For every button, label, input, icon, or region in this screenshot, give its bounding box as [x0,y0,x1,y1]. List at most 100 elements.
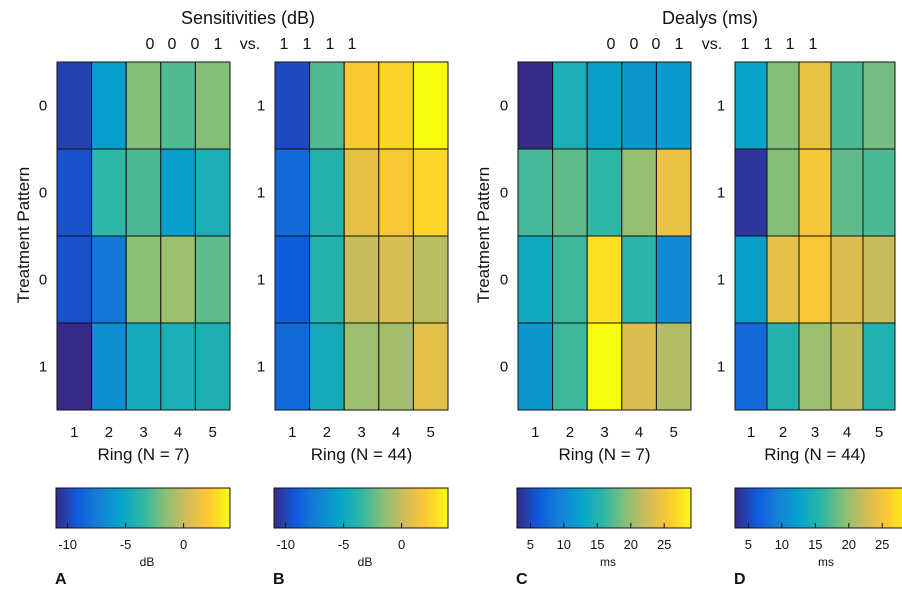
heatmap-cell [798,322,832,411]
heatmap-cell [621,235,657,324]
plot-frame [734,61,896,411]
heatmap-cell [274,322,311,411]
heatmap-cell [125,322,162,411]
colorbar-unit-label: ms [818,555,834,569]
colorbar-tick-label: 20 [842,537,856,552]
heatmap-cell [194,148,231,237]
pattern-right-0: 1 [741,36,750,53]
colorbar-tick-label: -5 [338,537,350,552]
heatmap-cell [517,235,554,324]
heatmap-cell [766,61,800,150]
x-tick-label: 5 [209,424,217,441]
heatmap-cell [309,61,345,150]
heatmap-cell [798,235,832,324]
colorbar-tick-label: 25 [657,537,671,552]
y-tick-label: 1 [717,185,725,202]
heatmap-cell [517,61,554,150]
heatmap-cell [309,148,345,237]
heatmap-panel-c: 0 0 0 0 1 2 3 4 5 Ring (N = 7) 5 10 15 20 25 ms C [500,61,692,588]
heatmap-cell [798,61,832,150]
heatmap-cell [734,235,768,324]
y-tick-label: 1 [39,359,47,376]
heatmap-panel-d: 1 1 1 1 1 2 3 4 5 Ring (N = 44) 5 10 15 20 25 ms D [717,61,902,588]
heatmap-cell [378,322,414,411]
y-tick-label: 0 [500,185,508,202]
heatmap-cell [830,322,864,411]
x-tick-label: 1 [70,424,78,441]
pattern-left-2: 0 [652,36,661,53]
heatmap-cell [309,235,345,324]
colorbar-tick-label: 10 [775,537,789,552]
heatmap-cell [552,322,588,411]
heatmap-cell [517,148,554,237]
heatmap-cell [125,235,162,324]
colorbar-tick-label: 0 [180,537,187,552]
heatmap-cell [586,235,623,324]
heatmap-cell [56,61,93,150]
colorbar-tick-label: 5 [745,537,752,552]
heatmap-cell [734,148,768,237]
pattern-right-3: 1 [348,36,357,53]
colorbar [55,487,231,529]
colorbar-tick-label: 25 [875,537,889,552]
heatmap-cell [160,148,196,237]
heatmap-cell [378,148,414,237]
heatmap-cell [552,61,588,150]
y-tick-label: 1 [717,98,725,115]
colorbar-tick-label: 20 [624,537,638,552]
colorbar [516,487,692,529]
heatmap-cell [862,61,896,150]
pattern-right-1: 1 [303,36,312,53]
heatmap-cell [125,148,162,237]
pattern-right-2: 1 [326,36,335,53]
x-tick-label: 3 [357,424,365,441]
x-tick-label: 1 [531,424,539,441]
heatmap-cell [194,235,231,324]
colorbar-tick-label: 15 [590,537,604,552]
heatmap-cell [91,322,127,411]
y-tick-label: 0 [39,272,47,289]
x-tick-label: 3 [811,424,819,441]
colorbar-tick-label: 0 [398,537,405,552]
y-tick-label: 1 [717,272,725,289]
x-axis-label: Ring (N = 7) [558,445,650,464]
x-tick-label: 4 [174,424,182,441]
colorbar-tick-label: -10 [276,537,295,552]
colorbar-unit-label: dB [358,555,373,569]
heatmap-cell [412,322,449,411]
heatmap-cell [734,322,768,411]
y-tick-label: 0 [39,98,47,115]
x-axis-label: Ring (N = 44) [311,445,413,464]
heatmap-cell [862,148,896,237]
y-tick-label: 1 [257,359,265,376]
pattern-right-1: 1 [764,36,773,53]
y-tick-label: 0 [39,185,47,202]
pattern-left-3: 1 [214,36,223,53]
plot-frame [274,61,449,411]
colorbar-tick-label: -5 [120,537,132,552]
plot-frame [517,61,692,411]
heatmap-cell [378,235,414,324]
heatmap-cell [412,148,449,237]
heatmap-cell [309,322,345,411]
vs-label: vs. [240,36,260,53]
heatmap-cell [56,322,93,411]
heatmap-cell [655,322,692,411]
heatmap-cell [274,61,311,150]
colorbar-unit-label: ms [600,555,616,569]
heatmap-cell [160,322,196,411]
x-tick-label: 5 [427,424,435,441]
heatmap-cell [160,61,196,150]
pattern-left-3: 1 [675,36,684,53]
heatmap-cell [91,235,127,324]
y-tick-label: 0 [500,272,508,289]
colorbar-unit-label: dB [140,555,155,569]
colorbar-tick-label: 5 [527,537,534,552]
pattern-left-0: 0 [146,36,155,53]
heatmap-cell [91,61,127,150]
y-tick-label: 0 [500,359,508,376]
colorbar-tick-label: 10 [557,537,571,552]
